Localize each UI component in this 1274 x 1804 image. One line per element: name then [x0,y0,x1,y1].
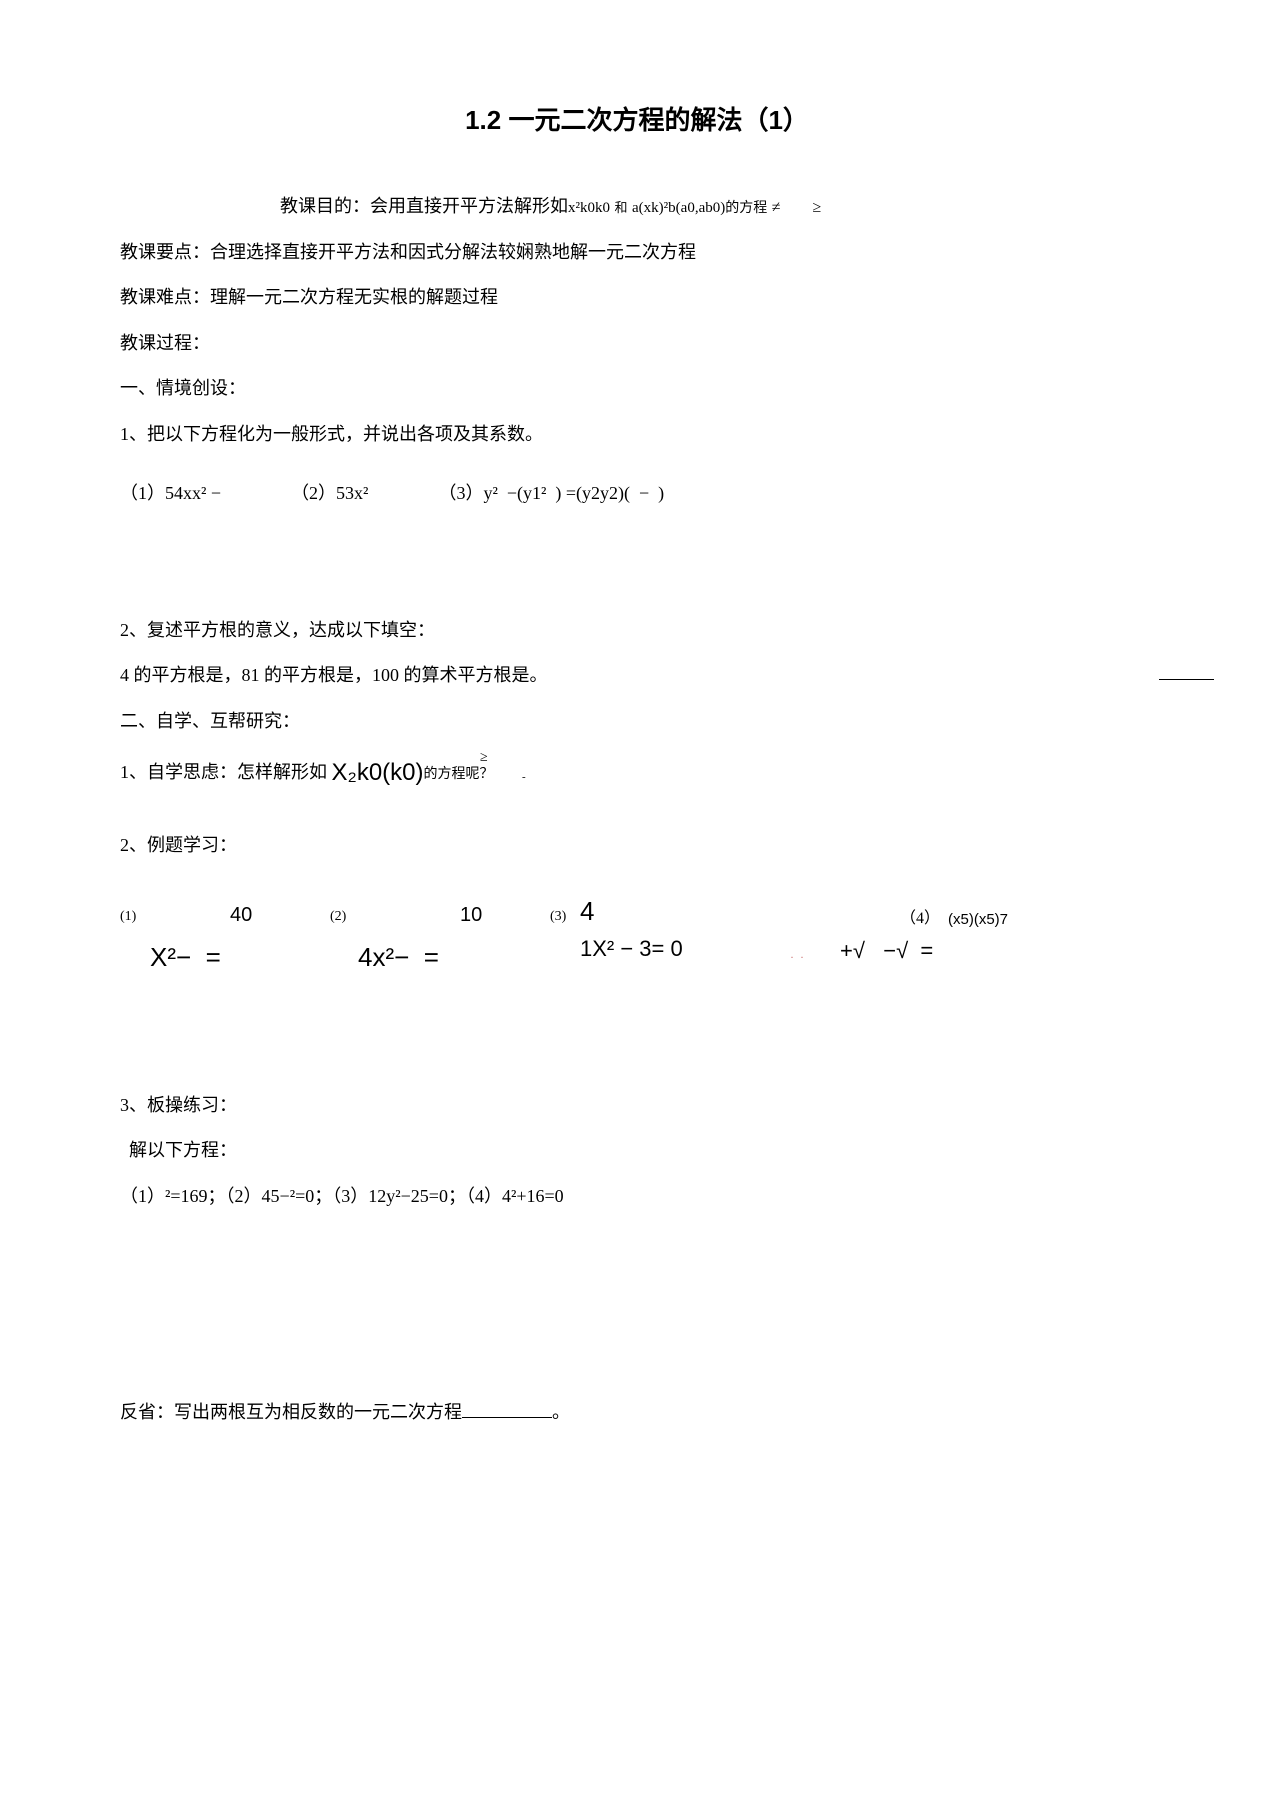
process-line: 教课过程： [120,324,1154,364]
section1-item1: 1、把以下方程化为一般形式，并说出各项及其系数。 [120,415,1154,455]
sec2-1a: 1、自学思虑：怎样解形如 [120,762,327,782]
section1-heading: 一、情境创设： [120,369,1154,409]
section2-item3: 3、板操练习： [120,1086,1154,1126]
reflect-text: 反省：写出两根互为相反数的一元二次方程 [120,1402,462,1422]
eq1-3: （3）y² −(y1² ) =(y2y2)( − ) [438,475,664,511]
keypoint-line: 教课要点：合理选择直接开平方法和因式分解法较娴熟地解一元二次方程 [120,233,1154,273]
ex3-bot: 4 [580,885,594,937]
section1-item2b: 4 的平方根是，81 的平方根是，100 的算术平方根是。 [120,656,1154,696]
section2-item3b: （1）²=169；（2）45−²=0；（3）12y²−25=0；（4）4²+16… [120,1177,1154,1217]
ex3-label: (3) [550,903,566,931]
section2-item3a: 解以下方程： [120,1131,1154,1171]
section2-item2: 2、例题学习： [120,826,1154,866]
eq1-1: （1）54xx² − [120,475,221,511]
eq1-2: （2）53x² [291,475,368,511]
sec2-1sym: ≥ [480,743,488,774]
ex2-num: 10 [460,895,482,935]
ex2-label: (2) [330,903,346,931]
ex4-eq: +√ −√ = [840,929,933,973]
objective-mid: 和 [615,200,628,215]
fill-blank-text: 4 的平方根是，81 的平方根是，100 的算术平方根是。 [120,665,548,685]
ex4-sub: (x5)(x5)7 [948,905,1008,935]
ex1-label: (1) [120,903,136,931]
reflect-blank [462,1399,552,1418]
objective-text: 会用直接开平方法解形如 [370,196,568,216]
ex1-math: X²− = [150,931,221,983]
page: 1.2 一元二次方程的解法（1） 教课目的：会用直接开平方法解形如x²k0k0 … [0,0,1274,1804]
objective-math2: a(xk)²b(a0,ab0) [632,200,725,216]
ex2-math: 4x²− = [358,931,439,983]
sec2-1b: X₂k0(k0) [332,759,424,786]
objective-label: 教课目的： [280,196,370,216]
difficulty-line: 教课难点：理解一元二次方程无实根的解题过程 [120,278,1154,318]
ex4-label: （4） [900,903,940,935]
section1-item2: 2、复述平方根的意义，达成以下填空： [120,611,1154,651]
ex4-dots: · · [790,945,804,969]
blank-line-far [1159,678,1214,680]
reflect-period: 。 [552,1402,570,1422]
ex3-top: 1X² − 3= 0 [580,927,683,971]
objective-math1: x²k0k0 [568,200,610,216]
example-row: (1) X²− = 40 (2) 4x²− = 10 (3) 1X² − 3= … [120,896,1154,966]
objective-line: 教课目的：会用直接开平方法解形如x²k0k0 和 a(xk)²b(a0,ab0)… [120,187,1154,227]
equation-row-1: （1）54xx² − （2）53x² （3）y² −(y1² ) =(y2y2)… [120,475,1154,511]
page-title: 1.2 一元二次方程的解法（1） [120,100,1154,137]
section2-item1: 1、自学思虑：怎样解形如 X₂k0(k0)的方程呢？ ≥ - [120,747,1154,800]
objective-tail: 的方程 [725,201,767,216]
section2-heading: 二、自学、互帮研究： [120,702,1154,742]
reflect-line: 反省：写出两根互为相反数的一元二次方程 。 [120,1393,1154,1433]
dash-small: - [522,765,526,789]
ex1-num: 40 [230,895,252,935]
objective-sym: ≠ ≥ [772,199,822,216]
